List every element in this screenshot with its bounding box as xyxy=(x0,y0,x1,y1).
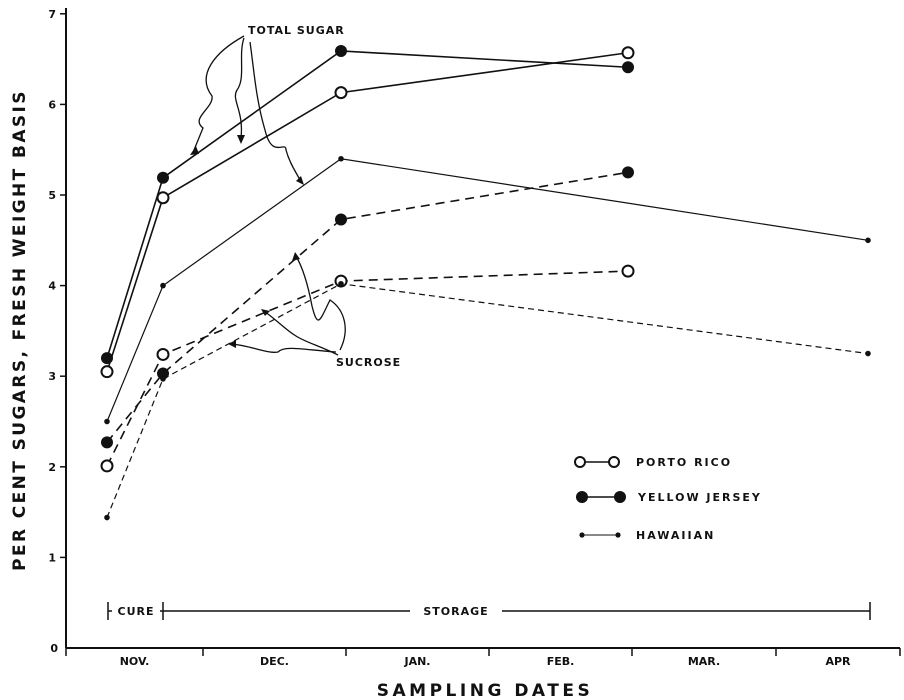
series-line-yellow-jersey-sucrose xyxy=(106,171,629,443)
legend-marker-porto-rico-b xyxy=(608,456,620,468)
data-point-hawaiian-total-sugar xyxy=(338,155,344,162)
x-tick-label: NOV. xyxy=(120,655,150,668)
data-point-yellow-jersey-sucrose xyxy=(157,367,169,380)
cure-label-bg xyxy=(112,604,160,618)
y-tick-label: 4 xyxy=(48,280,56,293)
data-point-porto-rico-sucrose xyxy=(100,459,114,473)
axes xyxy=(65,8,900,649)
x-tick-label: MAR. xyxy=(688,655,720,668)
data-point-porto-rico-total-sugar xyxy=(156,191,170,205)
total-sugar-arrowhead-2 xyxy=(237,135,245,144)
data-point-porto-rico-total-sugar xyxy=(621,46,635,60)
storage-label-bg xyxy=(410,604,502,618)
sucrose-arrowhead-1 xyxy=(228,340,236,348)
storage-label: STORAGE xyxy=(423,605,488,618)
y-tick-label: 1 xyxy=(48,551,56,564)
total-sugar-arrow-2 xyxy=(234,37,245,139)
legend-label-yellow-jersey: YELLOW JERSEY xyxy=(637,491,762,504)
data-point-hawaiian-total-sugar xyxy=(104,418,110,425)
x-tick-label: FEB. xyxy=(547,655,575,668)
data-point-yellow-jersey-total-sugar xyxy=(101,352,113,365)
data-point-hawaiian-sucrose xyxy=(865,350,871,357)
data-point-hawaiian-sucrose xyxy=(338,280,344,287)
series-line-hawaiian-sucrose xyxy=(106,283,869,518)
series-line-porto-rico-total-sugar xyxy=(106,51,629,372)
y-tick-label: 3 xyxy=(48,370,56,383)
total-sugar-annotation: TOTAL SUGAR xyxy=(248,24,345,37)
y-axis-title: PER CENT SUGARS, FRESH WEIGHT BASIS xyxy=(10,89,30,571)
series-line-porto-rico-sucrose xyxy=(106,270,629,467)
x-ticks: NOV. DEC. JAN. FEB. MAR. APR xyxy=(65,648,901,668)
data-point-yellow-jersey-sucrose xyxy=(101,436,113,449)
legend: PORTO RICO YELLOW JERSEY HAWAIIAN xyxy=(574,456,762,542)
y-tick-label: 2 xyxy=(48,461,56,474)
legend-marker-hawaiian-a xyxy=(579,532,585,538)
sucrose-annotation: SUCROSE xyxy=(336,356,401,369)
legend-label-porto-rico: PORTO RICO xyxy=(636,456,732,469)
legend-marker-yellow-jersey-a xyxy=(576,491,588,503)
sucrose-arrow-1 xyxy=(231,343,337,353)
sucrose-arrowhead-3 xyxy=(292,252,300,261)
legend-label-hawaiian: HAWAIIAN xyxy=(636,529,715,542)
series-markers xyxy=(100,44,871,521)
annotation-arrows xyxy=(190,35,346,356)
y-tick-label: 6 xyxy=(48,98,56,111)
x-tick-label: DEC. xyxy=(260,655,289,668)
data-point-yellow-jersey-total-sugar xyxy=(622,61,634,74)
legend-marker-porto-rico-a xyxy=(574,456,586,468)
data-point-hawaiian-sucrose xyxy=(160,376,166,382)
sucrose-arrowhead-2 xyxy=(261,309,270,316)
data-point-porto-rico-total-sugar xyxy=(100,365,114,379)
data-point-hawaiian-sucrose xyxy=(104,514,110,521)
series-lines xyxy=(106,50,869,518)
data-point-porto-rico-sucrose xyxy=(621,264,635,278)
data-point-yellow-jersey-sucrose xyxy=(622,166,634,179)
total-sugar-arrowhead-3 xyxy=(296,176,304,185)
data-point-yellow-jersey-total-sugar xyxy=(335,44,347,57)
x-tick-label: JAN. xyxy=(404,655,431,668)
data-point-yellow-jersey-total-sugar xyxy=(157,171,169,184)
y-ticks: 1 2 3 4 5 6 7 0 xyxy=(48,8,66,655)
data-point-yellow-jersey-sucrose xyxy=(335,213,347,226)
x-axis-title: SAMPLING DATES xyxy=(377,681,593,700)
sucrose-arrow-3 xyxy=(295,255,346,351)
y-tick-label: 5 xyxy=(48,189,56,202)
y-tick-label-zero: 0 xyxy=(50,642,58,655)
legend-marker-yellow-jersey-b xyxy=(614,491,626,503)
data-point-porto-rico-sucrose xyxy=(156,347,170,361)
x-tick-label: APR xyxy=(825,655,851,668)
series-line-yellow-jersey-total-sugar xyxy=(106,50,629,359)
data-point-hawaiian-total-sugar xyxy=(160,282,166,289)
period-bar: CURE STORAGE xyxy=(107,602,871,620)
legend-marker-hawaiian-b xyxy=(615,532,621,538)
series-line-hawaiian-total-sugar xyxy=(106,158,869,422)
y-tick-label: 7 xyxy=(48,8,56,21)
data-point-porto-rico-total-sugar xyxy=(334,86,348,100)
total-sugar-arrow-1 xyxy=(193,35,245,151)
cure-label: CURE xyxy=(118,605,155,618)
sucrose-arrow-2 xyxy=(263,310,339,356)
data-point-hawaiian-total-sugar xyxy=(865,237,871,244)
total-sugar-arrow-3 xyxy=(249,41,302,183)
total-sugar-arrowhead-1 xyxy=(190,146,199,155)
